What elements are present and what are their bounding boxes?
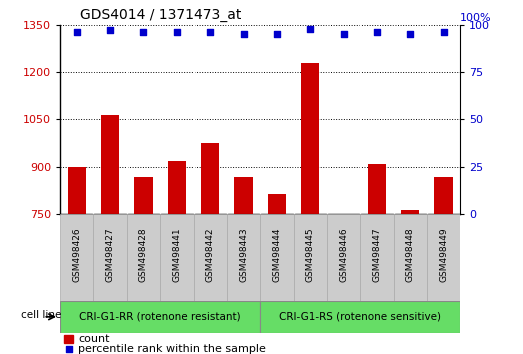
Bar (134, 177, 153, 354)
Text: GSM498448: GSM498448 (406, 227, 415, 282)
Bar (234, 177, 253, 354)
Bar (67, 167, 86, 354)
Point (272, 32, 281, 37)
Point (173, 29, 181, 35)
Text: CRI-G1-RS (rotenone sensitive): CRI-G1-RS (rotenone sensitive) (279, 312, 441, 322)
Text: count: count (78, 334, 110, 344)
Text: GSM498441: GSM498441 (173, 227, 181, 282)
Text: GDS4014 / 1371473_at: GDS4014 / 1371473_at (80, 8, 242, 22)
Bar (293, 214, 327, 301)
Text: GSM498446: GSM498446 (339, 227, 348, 282)
Text: GSM498447: GSM498447 (372, 227, 381, 282)
Point (439, 29, 448, 35)
Point (373, 29, 381, 35)
Bar (260, 301, 460, 333)
Bar (168, 161, 186, 354)
Text: GSM498443: GSM498443 (239, 227, 248, 282)
Point (339, 32, 348, 37)
Bar (327, 214, 360, 301)
Point (139, 29, 147, 35)
Bar (394, 214, 427, 301)
Bar (401, 210, 419, 354)
Text: GSM498445: GSM498445 (306, 227, 315, 282)
Point (206, 29, 214, 35)
Point (106, 28, 115, 33)
Bar (435, 177, 453, 354)
Bar (260, 214, 293, 301)
Bar (427, 214, 460, 301)
Text: GSM498444: GSM498444 (272, 227, 281, 282)
Bar (160, 214, 194, 301)
Bar (301, 63, 320, 354)
Bar (127, 214, 160, 301)
Bar (201, 143, 219, 354)
Text: GSM498442: GSM498442 (206, 227, 214, 282)
Bar (268, 194, 286, 354)
Text: percentile rank within the sample: percentile rank within the sample (78, 344, 266, 354)
Text: GSM498426: GSM498426 (72, 227, 81, 282)
Bar (227, 214, 260, 301)
Text: GSM498428: GSM498428 (139, 227, 148, 282)
Text: GSM498427: GSM498427 (106, 227, 115, 282)
Point (73, 29, 81, 35)
Point (406, 32, 414, 37)
Point (306, 26, 314, 32)
Text: GSM498449: GSM498449 (439, 227, 448, 282)
Text: CRI-G1-RR (rotenone resistant): CRI-G1-RR (rotenone resistant) (79, 312, 241, 322)
Bar (60, 301, 260, 333)
Text: cell line: cell line (21, 310, 61, 320)
Bar (64, 335, 73, 343)
Bar (194, 214, 227, 301)
Bar (94, 214, 127, 301)
Bar (101, 115, 119, 354)
Point (240, 32, 248, 37)
Bar (60, 214, 94, 301)
Point (65, 347, 73, 352)
Bar (334, 214, 353, 354)
Text: 100%: 100% (460, 13, 492, 23)
Bar (360, 214, 393, 301)
Bar (368, 164, 386, 354)
